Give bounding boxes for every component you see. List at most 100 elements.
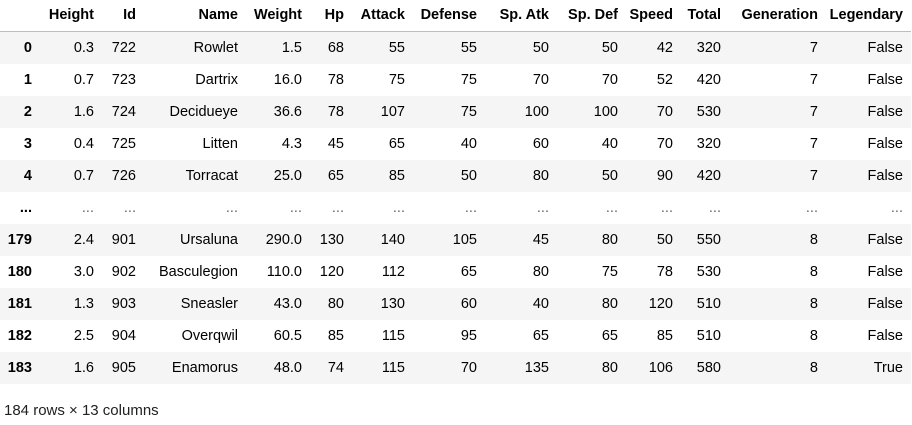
table-body: 0 0.3 722 Rowlet 1.5 68 55 55 50 50 42 320 7 False 1 0.…	[0, 31, 911, 384]
table-cell: Ursaluna	[179, 232, 238, 248]
table-cell: 80	[532, 168, 549, 184]
table-cell: 905	[111, 360, 136, 376]
table-cell: ...	[536, 200, 549, 216]
table-cell: 550	[696, 232, 721, 248]
table-cell: Basculegion	[159, 264, 238, 280]
table-cell: Sneasler	[180, 296, 238, 312]
table-cell: 901	[111, 232, 136, 248]
table-cell: 320	[696, 40, 721, 56]
table-cell: 70	[460, 360, 477, 376]
table-cell: 420	[696, 168, 721, 184]
table-cell: 115	[381, 360, 405, 376]
table-cell: 40	[601, 136, 618, 152]
table-cell: 135	[524, 360, 549, 376]
table-row: 180 3.0 902 Basculegion 110.0 120 112 65 80 75 78 5…	[0, 256, 911, 288]
table-cell: False	[867, 168, 903, 184]
table-cell: 40	[532, 296, 549, 312]
table-row: ........................................…	[0, 192, 911, 224]
table-cell: 107	[380, 104, 405, 120]
table-cell: 530	[696, 264, 721, 280]
row-index: 1	[23, 72, 32, 88]
table-row: 183 1.6 905 Enamorus 48.0 74 115 70 135 80 106 580 8…	[0, 352, 911, 384]
table-cell: 110.0	[266, 264, 302, 280]
table-cell: 85	[327, 328, 344, 344]
column-header: Total	[681, 0, 729, 32]
table-cell: 25.0	[273, 168, 302, 184]
table-cell: 70	[532, 72, 549, 88]
table-cell: 78	[327, 72, 344, 88]
table-cell: 50	[532, 40, 549, 56]
table-cell: False	[867, 136, 903, 152]
table-cell: 65	[460, 264, 477, 280]
table-cell: True	[873, 360, 903, 376]
table-cell: 904	[111, 328, 136, 344]
table-cell: 723	[111, 72, 136, 88]
table-cell: 320	[696, 136, 721, 152]
table-cell: 1.6	[73, 360, 94, 376]
table-cell: 2.4	[73, 232, 94, 248]
table-row: 182 2.5 904 Overqwil 60.5 85 115 95 65 65 85 510 8 Fa…	[0, 320, 911, 352]
table-cell: ...	[605, 200, 618, 216]
table-cell: 8	[809, 232, 818, 248]
table-cell: 95	[460, 328, 477, 344]
table-cell: False	[867, 232, 903, 248]
row-index: 4	[23, 168, 32, 184]
table-cell: 140	[380, 232, 405, 248]
table-cell: ...	[81, 200, 94, 216]
table-cell: 0.7	[73, 72, 94, 88]
table-cell: 903	[111, 296, 136, 312]
table-cell: 55	[388, 40, 405, 56]
column-header: Defense	[413, 0, 485, 32]
table-cell: ...	[225, 200, 238, 216]
table-cell: 130	[319, 232, 344, 248]
table-cell: 65	[388, 136, 405, 152]
table-cell: 80	[601, 360, 618, 376]
table-cell: 724	[111, 104, 136, 120]
row-index: ...	[19, 200, 32, 216]
row-index: 183	[7, 360, 32, 376]
table-cell: 1.3	[73, 296, 94, 312]
table-cell: 725	[111, 136, 136, 152]
dataframe-shape-label: 184 rows × 13 columns	[4, 402, 159, 419]
table-cell: Torracat	[185, 168, 238, 184]
row-index: 182	[7, 328, 32, 344]
table-cell: Dartrix	[195, 72, 238, 88]
table-cell: 420	[696, 72, 721, 88]
table-cell: 510	[696, 296, 721, 312]
column-header: Generation	[729, 0, 826, 32]
table-cell: 43.0	[273, 296, 302, 312]
table-cell: 52	[656, 72, 673, 88]
table-cell: 902	[111, 264, 136, 280]
table-cell: ...	[708, 200, 721, 216]
table-cell: 50	[601, 40, 618, 56]
table-cell: 100	[593, 104, 618, 120]
table-cell: 290.0	[265, 232, 302, 248]
table-row: 4 0.7 726 Torracat 25.0 65 85 50 80 50 90 420 7 False	[0, 160, 911, 192]
table-cell: ...	[805, 200, 818, 216]
table-row: 1 0.7 723 Dartrix 16.0 78 75 75 70 70 52 420 7 False	[0, 64, 911, 96]
table-cell: 4.3	[281, 136, 302, 152]
table-cell: 78	[656, 264, 673, 280]
header-row: Height Id Name Weight Hp Attack Defense Sp. Atk…	[0, 0, 911, 32]
table-cell: 42	[656, 40, 673, 56]
table-cell: 530	[696, 104, 721, 120]
table-cell: 45	[327, 136, 344, 152]
column-header: Hp	[310, 0, 352, 32]
table-cell: 0.4	[73, 136, 94, 152]
table-cell: False	[867, 328, 903, 344]
table-cell: 106	[648, 360, 673, 376]
table-cell: 16.0	[273, 72, 302, 88]
table-cell: False	[867, 264, 903, 280]
table-cell: False	[867, 40, 903, 56]
table-cell: False	[867, 296, 903, 312]
table-cell: 1.5	[281, 40, 302, 56]
table-cell: 8	[809, 296, 818, 312]
table-cell: 70	[601, 72, 618, 88]
row-index: 3	[23, 136, 32, 152]
table-cell: 0.7	[73, 168, 94, 184]
row-index: 181	[7, 296, 32, 312]
table-cell: 55	[460, 40, 477, 56]
row-index: 2	[23, 104, 32, 120]
table-cell: 8	[809, 360, 818, 376]
table-cell: 68	[327, 40, 344, 56]
